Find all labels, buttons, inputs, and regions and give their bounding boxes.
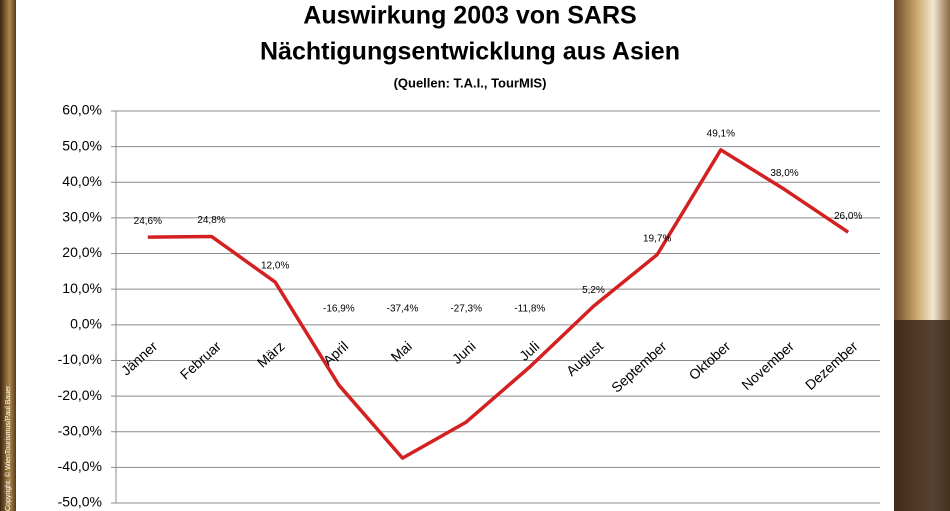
chart-title: Auswirkung 2003 von SARS bbox=[303, 2, 636, 30]
data-label: 49,1% bbox=[707, 128, 735, 139]
data-label: 24,6% bbox=[134, 216, 162, 227]
y-tick-label: -30,0% bbox=[58, 422, 102, 438]
chart-panel bbox=[16, 0, 894, 511]
y-tick-label: 50,0% bbox=[62, 137, 102, 153]
data-label: 12,0% bbox=[261, 261, 289, 272]
chart-subtitle: Nächtigungsentwicklung aus Asien bbox=[260, 38, 680, 66]
y-tick-label: 30,0% bbox=[62, 209, 102, 225]
data-line bbox=[147, 148, 850, 460]
y-tick-label: -10,0% bbox=[58, 351, 102, 367]
data-label: -16,9% bbox=[323, 303, 355, 314]
data-label: 24,8% bbox=[197, 215, 225, 226]
data-label: -27,3% bbox=[450, 303, 482, 314]
background-left bbox=[0, 0, 16, 511]
y-tick-label: 60,0% bbox=[62, 102, 102, 118]
y-tick-label: 20,0% bbox=[62, 244, 102, 260]
copyright: Copyright: © WienTourismus/Paul Bauer bbox=[4, 385, 12, 511]
y-tick-label: 40,0% bbox=[62, 173, 102, 189]
y-tick-label: -20,0% bbox=[58, 387, 102, 403]
data-label: 5,2% bbox=[582, 285, 605, 296]
data-label: 38,0% bbox=[770, 168, 798, 179]
chart-source: (Quellen: T.A.I., TourMIS) bbox=[394, 75, 547, 90]
background-sofa bbox=[894, 320, 950, 511]
y-tick-label: -40,0% bbox=[58, 458, 102, 474]
y-tick-label: 10,0% bbox=[62, 280, 102, 296]
y-tick-label: -50,0% bbox=[58, 494, 102, 510]
data-label: 19,7% bbox=[643, 233, 671, 244]
data-label: -37,4% bbox=[387, 303, 419, 314]
data-label: 26,0% bbox=[834, 211, 862, 222]
y-tick-label: 0,0% bbox=[70, 316, 102, 332]
data-label: -11,8% bbox=[514, 303, 545, 314]
